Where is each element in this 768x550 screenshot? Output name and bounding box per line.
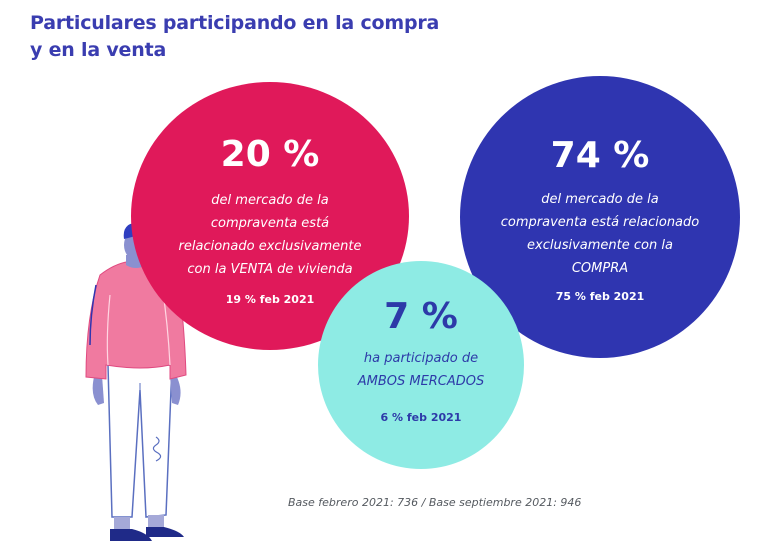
- shoe-right: [146, 527, 184, 537]
- shoe-left: [110, 529, 152, 541]
- pants: [107, 364, 173, 518]
- desc-line: ha participado de: [363, 351, 479, 366]
- desc-line: compraventa está relacionado: [500, 215, 700, 230]
- stat-compra-percent: 74 %: [550, 135, 650, 176]
- stat-ambos-description: ha participado de AMBOS MERCADOS: [326, 347, 516, 393]
- desc-line: exclusivamente con la: [527, 238, 673, 253]
- desc-line: AMBOS MERCADOS: [357, 374, 485, 389]
- page-title: Particulares participando en la compra y…: [30, 12, 440, 61]
- sock-right: [148, 515, 164, 527]
- stat-ambos: 7 % ha participado de AMBOS MERCADOS 6 %…: [318, 261, 524, 469]
- hand-right: [170, 375, 181, 405]
- desc-line: del mercado de la: [211, 193, 329, 208]
- desc-line: COMPRA: [571, 261, 629, 276]
- hand-left: [92, 375, 104, 405]
- stat-venta: 20 % del mercado de la compraventa está …: [131, 82, 409, 350]
- desc-line: compraventa está: [210, 216, 330, 231]
- stat-venta-percent: 20 %: [220, 134, 320, 175]
- desc-line: relacionado exclusivamente: [178, 239, 362, 254]
- stat-venta-description: del mercado de la compraventa está relac…: [150, 189, 390, 281]
- desc-line: con la VENTA de vivienda: [187, 262, 353, 277]
- stat-ambos-previous: 6 % feb 2021: [380, 411, 462, 424]
- base-footnote: Base febrero 2021: 736 / Base septiembre…: [288, 496, 582, 509]
- sock-left: [114, 517, 130, 529]
- stat-ambos-percent: 7 %: [384, 296, 458, 337]
- stat-compra-description: del mercado de la compraventa está relac…: [480, 188, 720, 280]
- stat-venta-previous: 19 % feb 2021: [225, 293, 315, 306]
- stat-compra-previous: 75 % feb 2021: [555, 290, 645, 303]
- desc-line: del mercado de la: [541, 192, 659, 207]
